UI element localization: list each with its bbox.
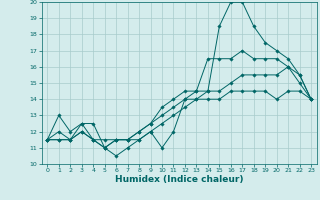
- X-axis label: Humidex (Indice chaleur): Humidex (Indice chaleur): [115, 175, 244, 184]
